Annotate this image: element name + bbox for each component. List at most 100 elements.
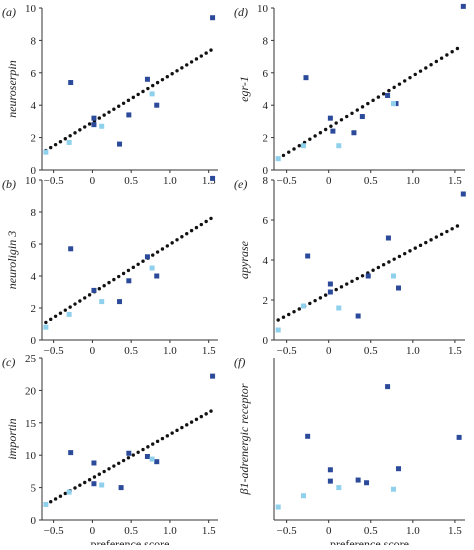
regression-dot — [429, 238, 433, 242]
regression-dot — [194, 225, 199, 230]
regression-dot — [175, 428, 179, 433]
regression-dot — [366, 101, 370, 106]
data-point-dark — [355, 477, 361, 483]
data-point-light — [300, 303, 306, 309]
regression-dot — [292, 310, 296, 314]
regression-dot — [107, 110, 111, 114]
regression-dot — [112, 107, 116, 111]
y-tick-label: 8 — [31, 35, 37, 47]
regression-dot — [185, 63, 189, 67]
regression-dot — [160, 77, 165, 82]
x-tick-label: 0.5 — [364, 525, 378, 537]
regression-dot — [292, 147, 296, 151]
regression-dot — [371, 98, 375, 103]
data-point-light — [66, 311, 72, 317]
data-point-light — [149, 91, 155, 97]
regression-dot — [131, 453, 136, 457]
y-tick-label: 10 — [25, 175, 37, 187]
regression-dot — [170, 241, 174, 245]
y-tick-label: 6 — [263, 68, 269, 80]
x-tick-label: 0 — [326, 175, 332, 187]
regression-dot — [350, 279, 354, 283]
regression-dot — [180, 235, 184, 239]
regression-dot — [329, 124, 333, 128]
y-tick-label: 6 — [263, 215, 269, 227]
regression-dot — [49, 500, 53, 504]
regression-dot — [392, 257, 396, 261]
x-tick-label: 1.0 — [406, 175, 420, 187]
data-point-dark — [144, 76, 150, 82]
regression-dot — [434, 235, 439, 239]
regression-dot — [323, 293, 328, 297]
x-tick-label: −0.5 — [277, 175, 297, 187]
regression-dot — [439, 232, 444, 236]
regression-dot — [107, 467, 111, 471]
regression-dot — [107, 280, 111, 285]
regression-dot — [445, 53, 449, 57]
regression-dot — [131, 95, 136, 100]
y-tick-label: 2 — [263, 295, 269, 307]
regression-dot — [287, 150, 291, 154]
data-point-dark — [126, 278, 132, 284]
data-point-dark — [327, 281, 333, 287]
regression-dot — [381, 92, 386, 96]
panel-label: (d) — [234, 5, 248, 19]
data-point-light — [390, 486, 396, 492]
data-point-dark — [68, 246, 74, 252]
data-point-dark — [456, 434, 462, 440]
regression-dot — [73, 486, 77, 490]
regression-dot — [408, 249, 412, 253]
regression-dot — [424, 66, 428, 70]
data-point-dark — [327, 478, 333, 484]
y-tick-label: 2 — [263, 133, 269, 145]
regression-dot — [281, 315, 286, 319]
y-tick-label: 10 — [257, 3, 269, 15]
data-point-dark — [91, 115, 97, 121]
data-point-light — [66, 139, 72, 145]
regression-dot — [83, 125, 87, 129]
regression-dot — [339, 285, 344, 289]
data-point-light — [300, 143, 306, 149]
panel-c: 0 5 10 15 20 25 −0.5 0 0.5 1.0 1.5 importin (c) prefe… — [2, 353, 218, 550]
y-tick-label: 0 — [263, 165, 269, 177]
data-point-dark — [396, 285, 402, 291]
regression-dot — [403, 79, 407, 83]
regression-dot — [397, 254, 402, 259]
regression-dot — [413, 246, 417, 250]
regression-dot — [434, 59, 439, 64]
regression-dot — [175, 69, 179, 73]
regression-dot — [68, 305, 72, 309]
data-point-dark — [327, 289, 333, 295]
data-point-light — [390, 273, 396, 279]
regression-dot — [121, 271, 126, 276]
x-tick-label: 1.0 — [163, 345, 177, 357]
panel-label: (f) — [234, 355, 245, 369]
regression-dot — [455, 224, 460, 228]
regression-dot — [83, 480, 87, 485]
regression-dot — [102, 469, 106, 474]
regression-dot — [313, 298, 317, 303]
y-tick-label: 4 — [31, 100, 37, 112]
data-point-light — [336, 305, 342, 311]
y-axis-label: neuroserpin — [5, 60, 19, 118]
x-tick-label: 0 — [326, 525, 332, 537]
regression-dot — [403, 251, 407, 256]
regression-dot — [194, 417, 199, 422]
data-point-dark — [117, 141, 123, 147]
data-point-dark — [144, 254, 150, 260]
regression-dot — [350, 111, 354, 116]
y-tick-label: 6 — [31, 68, 37, 80]
data-point-light — [149, 456, 155, 462]
data-point-light — [336, 485, 342, 491]
y-tick-label: 2 — [31, 303, 37, 315]
data-point-dark — [460, 3, 466, 9]
data-point-dark — [154, 273, 160, 279]
regression-dot — [408, 75, 412, 80]
data-point-dark — [117, 299, 123, 305]
data-point-light — [275, 327, 281, 333]
data-point-dark — [68, 450, 74, 456]
regression-dot — [126, 268, 131, 273]
regression-dot — [297, 307, 301, 311]
data-point-light — [66, 489, 72, 495]
